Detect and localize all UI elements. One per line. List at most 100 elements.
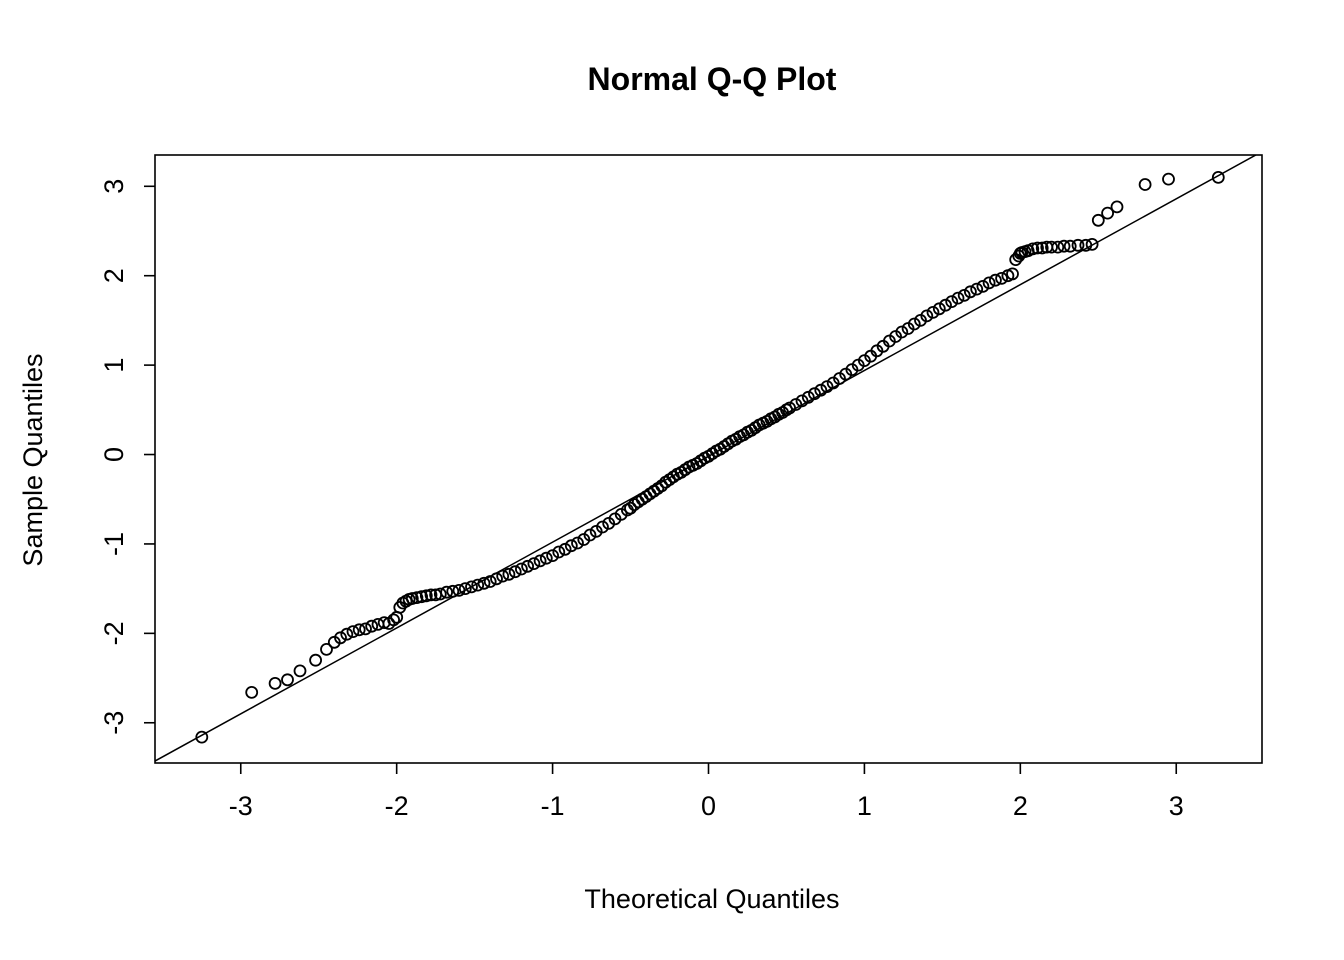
data-point — [970, 282, 984, 296]
data-point — [655, 479, 669, 493]
data-point — [558, 542, 572, 556]
data-point — [359, 622, 372, 636]
data-point — [920, 309, 934, 323]
x-tick-label: 2 — [1013, 791, 1028, 821]
data-point — [477, 576, 491, 590]
x-axis-label: Theoretical Quantiles — [584, 884, 839, 914]
data-point — [1063, 239, 1077, 253]
data-point — [1085, 237, 1099, 251]
data-point — [195, 730, 209, 744]
data-point — [334, 631, 347, 645]
y-tick-label: 1 — [99, 358, 129, 373]
data-point — [521, 559, 534, 573]
data-point — [419, 589, 433, 603]
data-point — [281, 673, 294, 687]
y-tick-label: 2 — [99, 268, 129, 283]
x-tick-label: 3 — [1169, 791, 1184, 821]
data-point — [1101, 206, 1114, 220]
data-point — [1031, 241, 1044, 255]
data-point — [433, 587, 447, 601]
data-point — [964, 285, 977, 299]
data-point — [624, 501, 637, 515]
data-point — [508, 565, 522, 579]
data-point — [989, 273, 1002, 287]
data-point — [365, 619, 379, 633]
data-point — [1079, 238, 1093, 252]
data-point — [995, 271, 1008, 285]
data-point — [783, 401, 796, 415]
y-axis-ticks: -3 -2 -1 0 1 2 3 — [99, 179, 155, 735]
data-point — [926, 305, 940, 319]
data-point — [789, 398, 803, 411]
data-point — [293, 664, 307, 678]
x-axis-ticks: -3 -2 -1 0 1 2 3 — [229, 763, 1184, 821]
data-point — [1110, 200, 1124, 214]
data-point — [340, 627, 354, 641]
data-point — [1162, 172, 1175, 186]
data-point — [951, 291, 965, 305]
data-points — [195, 170, 1225, 744]
data-point — [907, 317, 921, 331]
data-point — [352, 623, 366, 637]
data-point — [346, 625, 360, 638]
data-point — [1045, 240, 1058, 254]
x-tick-label: -1 — [541, 791, 565, 821]
data-point — [564, 539, 578, 553]
data-point — [440, 585, 454, 599]
data-point — [571, 536, 584, 550]
data-point — [814, 383, 828, 397]
data-point — [546, 549, 559, 562]
data-point — [446, 584, 460, 598]
y-tick-label: -2 — [99, 621, 129, 645]
data-point — [1211, 170, 1225, 184]
data-point — [410, 591, 424, 604]
plot-border — [154, 154, 1263, 764]
data-point — [1091, 213, 1105, 227]
data-point — [527, 557, 541, 570]
x-tick-label: 1 — [857, 791, 872, 821]
data-point — [245, 686, 259, 699]
data-point — [490, 572, 503, 586]
data-point — [976, 279, 990, 293]
y-axis-label: Sample Quantiles — [18, 353, 48, 566]
data-point — [471, 578, 485, 592]
data-point — [583, 528, 597, 542]
x-tick-label: -3 — [229, 791, 253, 821]
data-point — [483, 575, 497, 588]
data-point — [982, 276, 996, 290]
data-point — [895, 325, 909, 339]
data-point — [552, 545, 566, 559]
data-point — [820, 380, 834, 394]
data-point — [932, 302, 946, 316]
data-point — [515, 562, 528, 576]
data-point — [1006, 267, 1019, 281]
data-point — [465, 580, 478, 594]
data-point — [309, 653, 323, 667]
y-tick-label: -3 — [99, 711, 129, 735]
y-tick-label: -1 — [99, 532, 129, 556]
data-point — [496, 569, 510, 583]
data-point — [533, 554, 547, 568]
chart-title: Normal Q-Q Plot — [588, 61, 837, 97]
data-point — [1051, 240, 1065, 254]
data-point — [596, 520, 609, 534]
data-point — [1138, 178, 1152, 191]
data-point — [957, 288, 971, 302]
data-point — [387, 613, 401, 627]
data-point — [1035, 241, 1049, 255]
data-point — [939, 298, 952, 312]
y-tick-label: 0 — [99, 447, 129, 462]
data-point — [424, 588, 438, 602]
data-point — [415, 590, 429, 604]
data-point — [1057, 239, 1071, 253]
x-tick-label: -2 — [385, 791, 409, 821]
data-point — [405, 592, 419, 605]
data-point — [1026, 242, 1040, 256]
y-tick-label: 3 — [99, 179, 129, 194]
data-point — [801, 390, 815, 404]
data-point — [502, 567, 516, 581]
data-point — [795, 394, 809, 408]
data-point — [458, 582, 472, 595]
data-point — [945, 295, 959, 309]
